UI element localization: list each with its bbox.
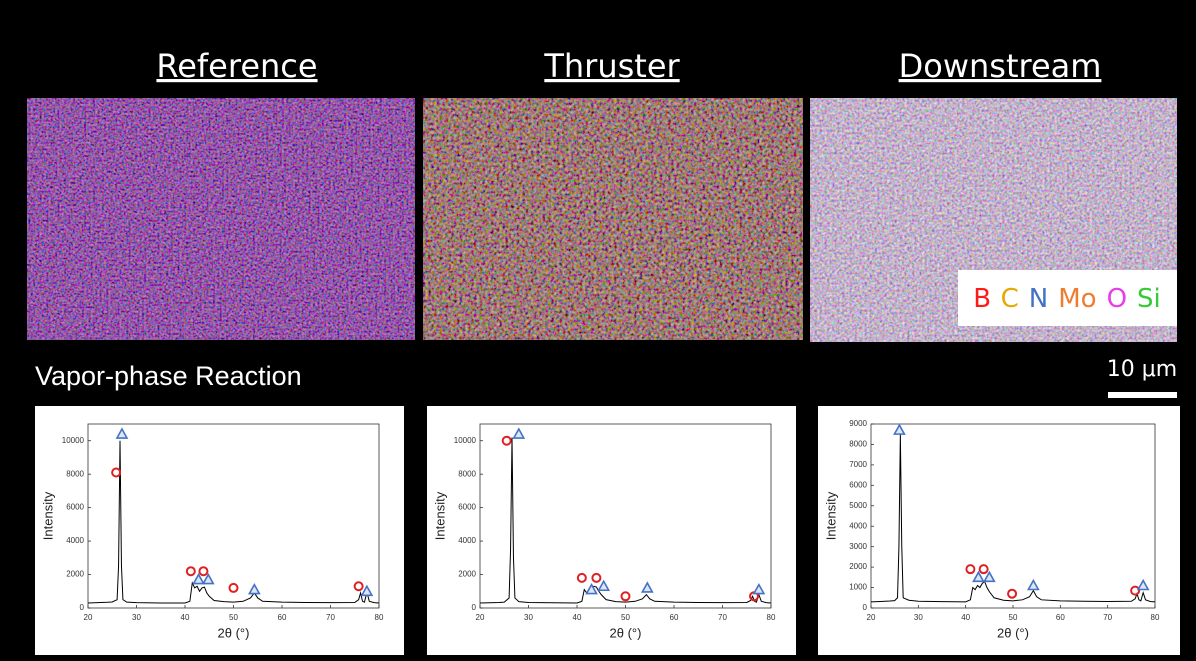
xrd-line [87,440,380,604]
y-tick-label: 7000 [849,460,867,469]
phase-marker-triangle [1026,578,1040,591]
legend-entry: N [1029,284,1048,314]
x-tick-label: 70 [326,613,335,622]
x-axis-label: 2θ (°) [218,625,250,640]
y-tick-label: 6000 [458,503,476,512]
legend-entry: B [973,284,990,314]
element-legend: B C N Mo O Si [973,284,1161,314]
x-tick-label: 50 [1009,613,1018,622]
y-axis-label: Intensity [432,491,447,540]
phase-marker-triangle [982,570,996,583]
phase-marker-triangle [597,579,611,592]
y-tick-label: 10000 [454,436,477,445]
y-axis-label: Intensity [823,491,838,540]
x-tick-label: 40 [961,613,970,622]
heading: Reference [156,47,317,85]
phase-marker-circle [353,581,364,592]
phase-marker-circle [1130,585,1141,596]
x-tick-label: 30 [914,613,923,622]
x-tick-label: 20 [476,613,485,622]
chart-panel [427,406,796,655]
x-tick-label: 40 [181,613,190,622]
x-tick-label: 80 [1151,613,1160,622]
heading: Thruster [543,47,680,85]
phase-marker-triangle [247,582,261,595]
phase-marker-triangle [1136,578,1150,591]
y-tick-label: 2000 [849,562,867,571]
y-tick-label: 8000 [458,469,476,478]
x-tick-label: 20 [867,613,876,622]
x-tick-label: 50 [229,613,238,622]
phase-marker-circle [576,572,587,583]
x-axis-label: 2θ (°) [997,625,1029,640]
x-axis-label: 2θ (°) [610,625,642,640]
phase-marker-circle [501,435,512,446]
phase-marker-triangle [972,570,985,583]
x-tick-label: 20 [84,613,93,622]
phase-marker-circle [978,564,989,575]
x-tick-label: 70 [718,613,727,622]
x-tick-label: 40 [573,613,582,622]
y-tick-label: 6000 [849,480,867,489]
y-tick-label: 0 [80,603,85,612]
phase-marker-circle [620,591,631,602]
phase-marker-triangle [360,584,374,597]
x-tick-label: 30 [524,613,533,622]
x-tick-label: 70 [1103,613,1112,622]
section-label: Vapor-phase Reaction [35,361,302,391]
y-tick-label: 4000 [849,521,867,530]
x-tick-label: 80 [767,613,776,622]
phase-marker-triangle [640,581,654,593]
scale-bar [1108,392,1177,398]
y-axis-label: Intensity [40,491,55,540]
legend-entry: Mo [1058,284,1096,314]
phase-marker-triangle [752,582,766,595]
phase-marker-circle [198,566,209,577]
legend-entry: C [1001,284,1019,314]
phase-marker-triangle [115,427,129,439]
x-tick-label: 80 [375,613,384,622]
x-tick-label: 60 [1056,613,1065,622]
chart-panel [35,406,404,655]
y-tick-label: 4000 [458,536,476,545]
phase-marker-circle [965,564,976,575]
y-tick-label: 1000 [849,583,867,592]
phase-marker-triangle [893,423,906,435]
x-tick-label: 60 [278,613,287,622]
eds-map [423,98,803,340]
y-tick-label: 10000 [62,436,85,445]
legend-box [958,270,1177,326]
y-tick-label: 8000 [66,469,84,478]
y-tick-label: 3000 [849,542,867,551]
phase-marker-circle [1007,588,1018,599]
x-tick-label: 60 [670,613,679,622]
phase-marker-circle [185,566,196,577]
x-tick-label: 50 [621,613,630,622]
scale-bar-label: 10 μm [1107,357,1177,382]
phase-marker-triangle [192,572,205,585]
legend-entry: Si [1137,284,1161,314]
y-tick-label: 8000 [849,440,867,449]
y-tick-label: 6000 [66,503,84,512]
phase-marker-triangle [201,572,215,585]
y-tick-label: 4000 [66,536,84,545]
y-tick-label: 9000 [849,419,867,428]
phase-marker-circle [228,582,239,593]
chart-panel [818,406,1180,655]
phase-marker-circle [111,467,122,478]
y-tick-label: 2000 [458,570,476,579]
phase-marker-circle [591,572,602,583]
heading: Downstream [899,47,1102,85]
x-tick-label: 30 [132,613,141,622]
phase-marker-triangle [512,427,526,439]
xrd-line [870,434,1156,603]
phase-marker-triangle [585,582,598,595]
eds-map [27,98,415,340]
y-tick-label: 0 [863,603,868,612]
legend-entry: O [1107,284,1127,314]
y-tick-label: 2000 [66,570,84,579]
y-tick-label: 0 [472,603,477,612]
y-tick-label: 5000 [849,501,867,510]
